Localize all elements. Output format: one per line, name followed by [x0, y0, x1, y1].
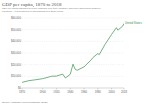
- grid-line: [22, 76, 124, 77]
- subtitle-line: countries – it is measured in internatio…: [2, 10, 64, 13]
- x-tick-label: 1870: [19, 90, 26, 94]
- y-tick-label: $60,000: [11, 16, 22, 20]
- grid-line: [22, 88, 124, 89]
- chart-root: GDP per capita, 1870 to 2018GDP per capi…: [0, 0, 150, 106]
- source: Source: Maddison Project Database (2020): [2, 101, 48, 104]
- y-tick-label: $40,000: [11, 39, 22, 43]
- grid-line: [22, 29, 124, 30]
- y-tick-label: $20,000: [11, 63, 22, 67]
- x-tick-label: 1900: [40, 90, 47, 94]
- x-tick-label: 1940: [67, 90, 74, 94]
- y-tick-label: $50,000: [11, 28, 22, 32]
- y-tick-label: $10,000: [11, 74, 22, 78]
- x-tick-label: 1980: [95, 90, 102, 94]
- grid-line: [22, 53, 124, 54]
- series-line: [22, 23, 124, 82]
- x-tick-label: 1960: [81, 90, 88, 94]
- grid-line: [22, 18, 124, 19]
- subtitle: GDP per capita adjusted for price change…: [2, 7, 101, 13]
- x-tick-label: 2000: [108, 90, 115, 94]
- series-label: United States: [125, 21, 142, 25]
- plot-area: [22, 23, 124, 82]
- chart-svg: GDP per capita, 1870 to 2018GDP per capi…: [0, 0, 150, 106]
- x-tick-label: 2018: [121, 90, 128, 94]
- y-tick-label: $30,000: [11, 51, 22, 55]
- grid-line: [22, 41, 124, 42]
- x-tick-label: 1920: [53, 90, 60, 94]
